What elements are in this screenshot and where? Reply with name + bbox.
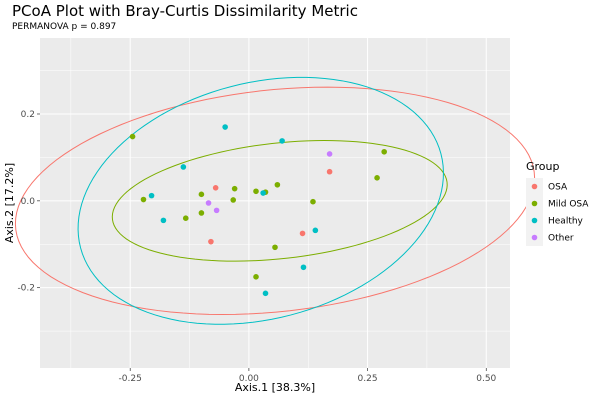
legend-marker-mild-osa <box>531 200 538 207</box>
legend-marker-other <box>531 234 538 241</box>
point-mild-osa <box>198 210 205 216</box>
point-osa <box>299 230 306 237</box>
point-mild-osa <box>272 244 278 251</box>
point-healthy <box>312 227 319 234</box>
point-mild-osa <box>182 215 189 221</box>
ellipse-osa <box>14 86 536 316</box>
y-tick-label: 0.2 <box>21 110 35 120</box>
ellipse-healthy <box>77 76 444 325</box>
point-other <box>326 151 333 157</box>
legend-marker-osa <box>531 183 538 190</box>
legend-title: Group <box>526 160 560 173</box>
point-healthy <box>180 164 187 170</box>
point-healthy <box>279 138 285 144</box>
point-other <box>205 200 212 206</box>
point-mild-osa <box>230 197 237 203</box>
legend-label: Other <box>548 234 574 244</box>
point-mild-osa <box>140 196 147 203</box>
point-mild-osa <box>310 198 316 205</box>
legend-label: Healthy <box>548 217 584 227</box>
minor-gridlines <box>40 38 510 368</box>
point-mild-osa <box>253 188 259 195</box>
point-mild-osa <box>274 181 281 188</box>
point-osa <box>326 168 333 175</box>
y-axis-label: Axis.2 [17.2%] <box>3 163 16 243</box>
data-points <box>129 124 387 297</box>
y-axis-ticks: -0.2 0.0 0.2 <box>17 110 40 294</box>
legend-label: OSA <box>548 183 568 193</box>
confidence-ellipses <box>14 76 536 325</box>
y-tick-label: 0.0 <box>21 197 36 207</box>
chart-title: PCoA Plot with Bray-Curtis Dissimilarity… <box>12 2 358 20</box>
x-tick-label: -0.25 <box>119 374 142 384</box>
plot-panel-background <box>40 38 510 368</box>
ellipse-mild-osa <box>111 140 448 262</box>
x-tick-label: 0.50 <box>476 374 496 384</box>
point-healthy <box>260 190 266 196</box>
point-mild-osa <box>253 274 259 280</box>
point-osa <box>208 238 214 245</box>
point-healthy <box>222 124 228 130</box>
point-mild-osa <box>374 175 380 181</box>
legend-marker-healthy <box>531 217 538 224</box>
y-tick-label: -0.2 <box>17 284 35 294</box>
point-healthy <box>148 192 155 199</box>
legend: Group OSA Mild OSA Healthy Other <box>526 160 589 246</box>
x-tick-label: 0.25 <box>358 374 378 384</box>
point-mild-osa <box>231 185 238 192</box>
x-axis-ticks: -0.25 0.00 0.25 0.50 <box>119 368 497 384</box>
point-mild-osa <box>381 148 387 155</box>
x-tick-label: 0.00 <box>239 374 259 384</box>
legend-label: Mild OSA <box>548 200 589 210</box>
point-other <box>213 207 220 214</box>
point-mild-osa <box>198 191 205 198</box>
x-axis-label: Axis.1 [38.3%] <box>235 381 315 394</box>
point-healthy <box>300 264 307 271</box>
point-healthy <box>160 217 167 224</box>
point-mild-osa <box>129 133 136 140</box>
chart-subtitle: PERMANOVA p = 0.897 <box>12 22 117 32</box>
point-osa <box>212 185 219 191</box>
point-healthy <box>262 290 269 297</box>
